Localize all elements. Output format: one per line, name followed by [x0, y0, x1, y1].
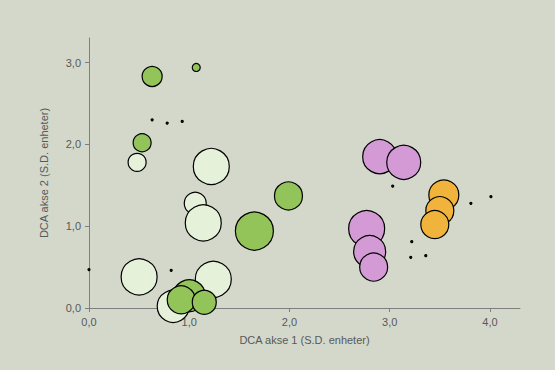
svg-text:4,0: 4,0: [482, 316, 497, 328]
svg-text:2,0: 2,0: [282, 316, 297, 328]
svg-text:1,0: 1,0: [66, 220, 81, 232]
svg-text:3,0: 3,0: [382, 316, 397, 328]
svg-text:0,0: 0,0: [66, 302, 81, 314]
svg-text:3,0: 3,0: [66, 57, 81, 69]
svg-text:2,0: 2,0: [66, 138, 81, 150]
svg-text:1,0: 1,0: [181, 315, 197, 328]
svg-text:DCA akse 2 (S.D. enheter): DCA akse 2 (S.D. enheter): [38, 108, 50, 238]
svg-text:DCA akse 1 (S.D. enheter): DCA akse 1 (S.D. enheter): [239, 334, 369, 346]
svg-text:0,0: 0,0: [81, 316, 96, 328]
